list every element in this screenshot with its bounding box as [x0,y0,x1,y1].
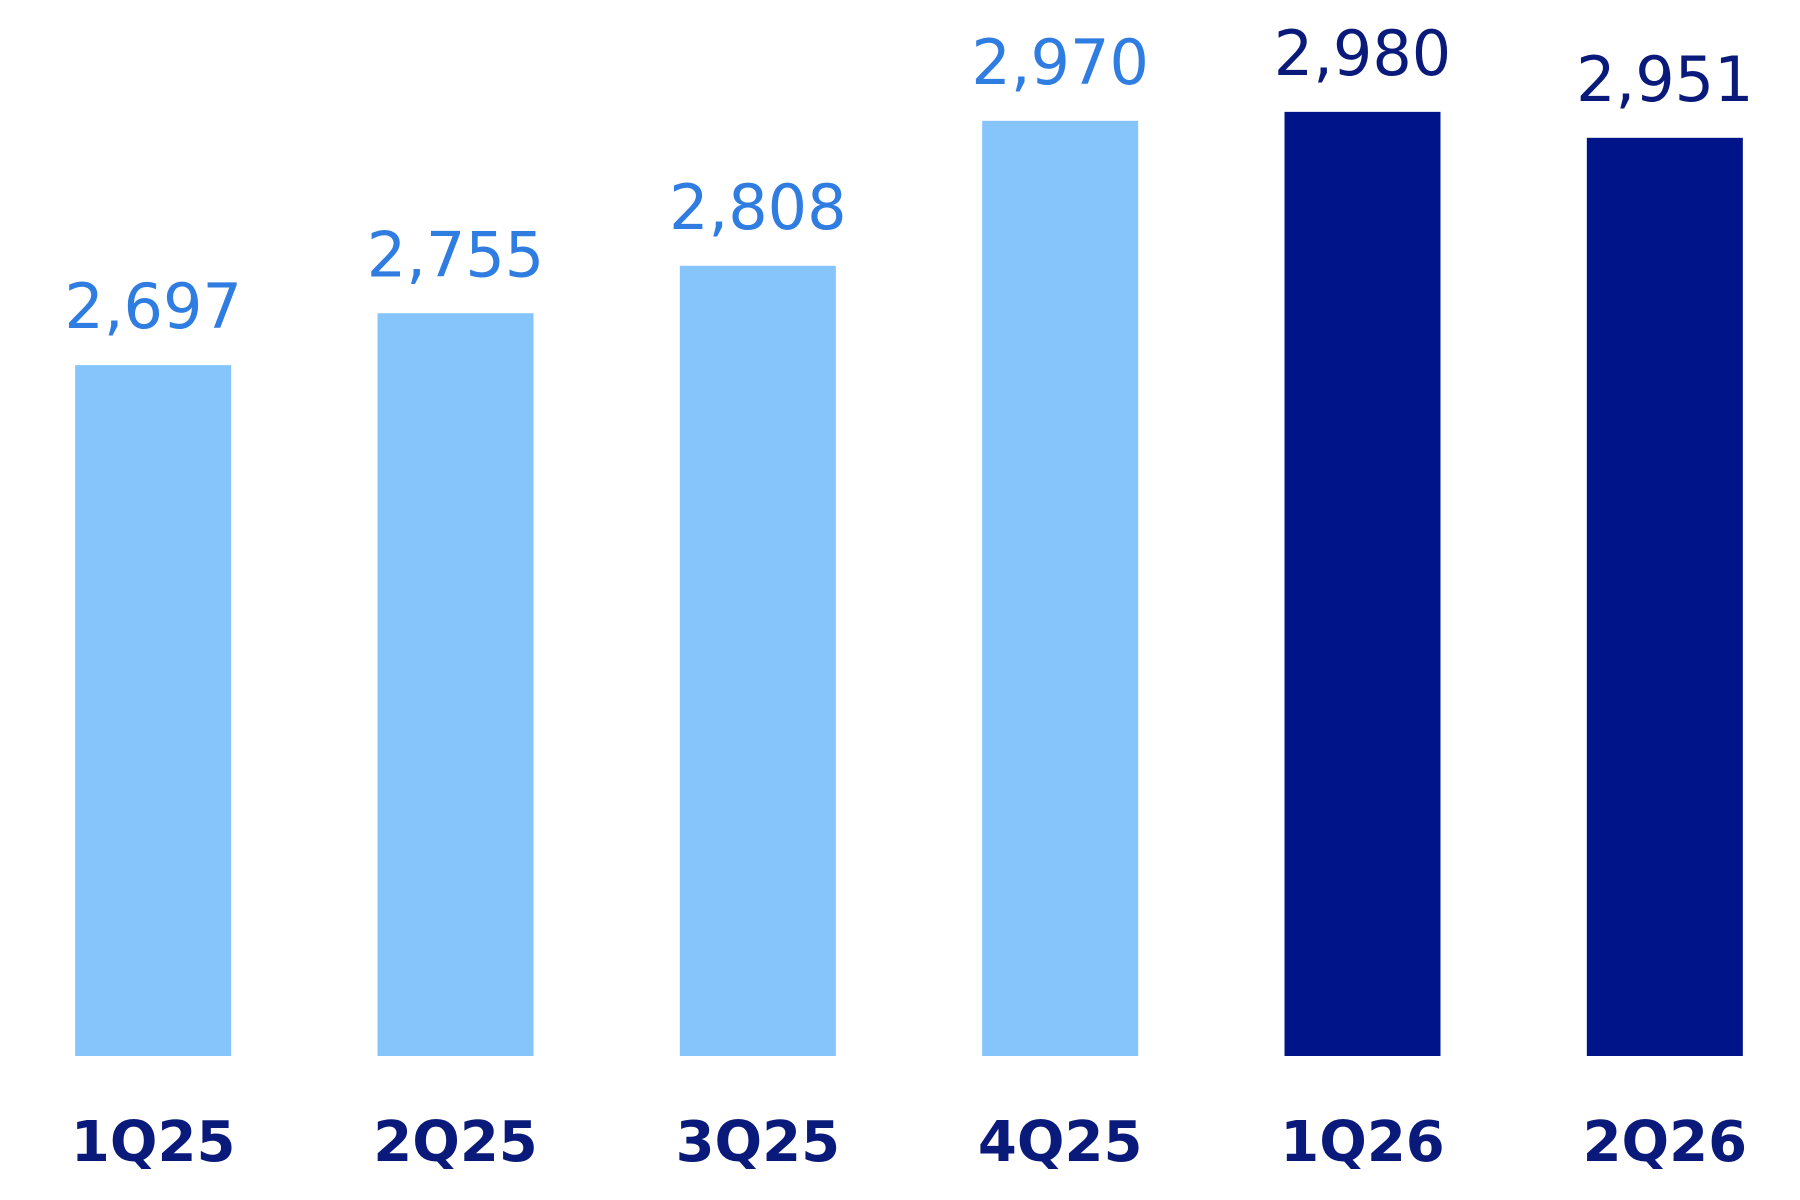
value-label: 2,970 [971,26,1149,99]
bar [679,265,836,1057]
bar [1284,111,1441,1057]
x-tick-label: 2Q26 [1583,1110,1748,1175]
x-tick-label: 1Q26 [1280,1110,1445,1175]
value-label: 2,951 [1576,43,1754,116]
value-label: 2,697 [64,270,242,343]
bar [75,365,232,1056]
value-label: 2,980 [1274,17,1452,90]
x-tick-label: 2Q25 [373,1110,538,1175]
x-tick-label: 1Q25 [71,1110,236,1175]
value-label: 2,755 [367,218,545,291]
bar [377,313,534,1056]
value-label: 2,808 [669,171,847,244]
bar [1586,137,1743,1056]
x-tick-label: 3Q25 [676,1110,841,1175]
x-tick-label: 4Q25 [978,1110,1143,1175]
bar [982,120,1139,1057]
